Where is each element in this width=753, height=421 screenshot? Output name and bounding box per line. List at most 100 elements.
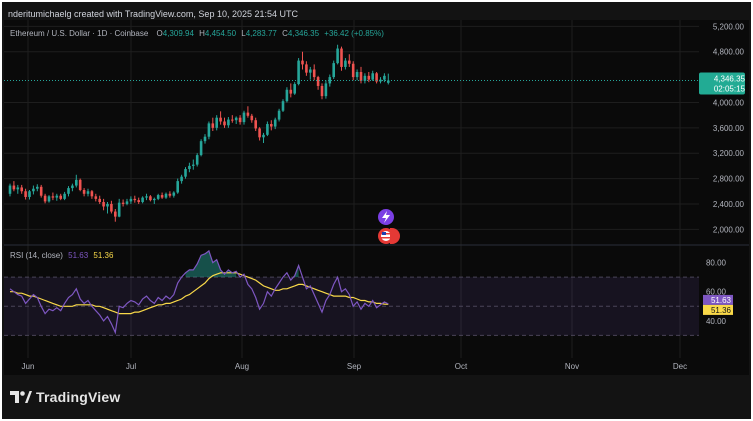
candle-body — [215, 117, 218, 128]
candle-body — [344, 60, 347, 67]
y-tick-label: 4,000.00 — [713, 98, 745, 107]
candle-body — [71, 185, 74, 189]
y-tick-label: 2,800.00 — [713, 175, 745, 184]
y-tick-label: 5,200.00 — [713, 22, 745, 31]
candle-body — [20, 187, 23, 192]
candle-body — [316, 77, 320, 86]
candle-body — [367, 75, 371, 80]
rsi-label: RSI (14, close) — [10, 251, 63, 260]
rsi-ma-badge — [703, 304, 733, 315]
attribution-text: nderitumichaelg created with TradingView… — [8, 9, 298, 19]
candle-body — [59, 195, 62, 199]
candle-body — [199, 141, 203, 156]
candle-body — [336, 48, 339, 64]
candle-body — [137, 200, 140, 203]
symbol-name: Ethereum / U.S. Dollar · 1D · Coinbase — [10, 29, 149, 38]
candle-body — [153, 198, 156, 201]
candle-body — [75, 179, 78, 186]
rsi-value-badge — [703, 294, 733, 305]
price-badge-countdown: 02:05:15 — [714, 84, 746, 93]
high-label: H — [199, 29, 205, 38]
open-value: 4,309.94 — [162, 29, 194, 38]
candle-body — [234, 117, 238, 121]
rsi-line — [9, 249, 389, 335]
candle-body — [102, 202, 105, 207]
candle-body — [238, 117, 242, 123]
candle-body — [227, 119, 230, 126]
tradingview-logo-icon — [10, 391, 32, 403]
candle-body — [387, 80, 390, 83]
candle-body — [133, 198, 137, 201]
candle-body — [168, 193, 172, 196]
candle-body — [195, 155, 199, 165]
candle-body — [383, 75, 386, 80]
candle-body — [328, 77, 332, 84]
rsi-ma-value: 51.36 — [93, 251, 114, 260]
candle-body — [254, 120, 257, 129]
symbol-legend: Ethereum / U.S. Dollar · 1D · Coinbase O… — [10, 29, 387, 38]
y-tick-label: 3,200.00 — [713, 149, 745, 158]
candle-body — [82, 189, 86, 194]
y-tick-label: 4,800.00 — [713, 48, 745, 57]
candle-body — [149, 196, 152, 201]
candle-body — [277, 110, 281, 120]
candle-body — [94, 196, 98, 199]
price-badge — [699, 72, 745, 95]
candle-body — [36, 186, 39, 189]
close-value: 4,346.35 — [287, 29, 320, 38]
candle-body — [231, 119, 234, 121]
price-badge-value: 4,346.35 — [714, 74, 746, 83]
candle-body — [55, 195, 59, 198]
candle-body — [297, 60, 300, 85]
chart-area[interactable]: Jun Jul Aug Sep Oct Nov Dec 5,200.00 4,800.00 4,0… — [4, 20, 749, 375]
candle-body — [90, 191, 94, 197]
candle-body — [141, 197, 144, 203]
rsi-y-tick-label: 40.00 — [706, 317, 727, 326]
candle-body — [106, 203, 109, 207]
candle-body — [16, 187, 20, 190]
x-tick-label: Nov — [565, 362, 579, 371]
rsi-y-tick-label: 80.00 — [706, 259, 727, 268]
rsi-ma-line — [10, 272, 389, 315]
candle-body — [320, 85, 324, 97]
candle-body — [270, 124, 273, 127]
x-tick-label: Dec — [673, 362, 687, 371]
candle-body — [363, 75, 367, 81]
lightning-icon[interactable] — [378, 209, 394, 225]
x-tick-label: Jul — [126, 362, 136, 371]
candle-body — [8, 185, 12, 194]
brand[interactable]: TradingView — [10, 389, 120, 405]
candle-body — [324, 83, 328, 97]
candle-body — [43, 195, 47, 202]
candle-body — [67, 188, 70, 194]
rsi-value: 51.63 — [68, 251, 89, 260]
rsi-overbought-fill — [185, 250, 299, 278]
candle-body — [258, 128, 261, 138]
candle-body — [117, 202, 121, 217]
candle-body — [110, 203, 113, 212]
x-tick-label: Jun — [22, 362, 35, 371]
candle-body — [98, 198, 101, 203]
candle-body — [351, 63, 355, 78]
candle-body — [211, 123, 215, 128]
candle-body — [309, 69, 312, 73]
candle-body — [156, 195, 160, 199]
candle-body — [223, 121, 226, 126]
candle-body — [348, 60, 351, 64]
candle-body — [355, 72, 359, 78]
candle-body — [250, 115, 254, 121]
footer-bar: TradingView — [2, 378, 751, 419]
candle-body — [176, 181, 179, 193]
flag-badge-tail — [390, 228, 400, 244]
candle-body — [332, 63, 335, 78]
change-value: +36.42 (+0.85%) — [324, 29, 384, 38]
candle-body — [242, 112, 246, 123]
candle-body — [39, 186, 43, 196]
candle-body — [188, 165, 191, 170]
chart-svg[interactable]: Jun Jul Aug Sep Oct Nov Dec 5,200.00 4,800.00 4,0… — [4, 20, 749, 375]
y-tick-label: 2,000.00 — [713, 225, 745, 234]
candle-body — [207, 123, 211, 137]
candle-body — [219, 117, 222, 122]
candle-body — [371, 73, 374, 80]
candle-body — [51, 196, 55, 198]
